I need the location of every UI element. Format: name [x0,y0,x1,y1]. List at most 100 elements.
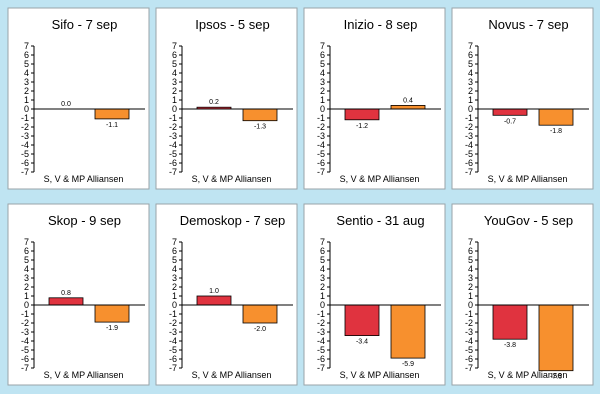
y-tick-label: -3 [317,131,325,141]
y-tick-label: 3 [320,77,325,87]
x-category-label: S, V & MP Alliansen [340,174,420,184]
y-tick-label: 6 [320,246,325,256]
y-tick-label: -3 [169,131,177,141]
y-tick-label: -2 [169,318,177,328]
y-tick-label: 4 [172,264,177,274]
y-tick-label: 6 [24,246,29,256]
chart-title: Skop - 9 sep [48,213,121,228]
y-tick-label: -1 [317,113,325,123]
y-tick-label: 1 [468,95,473,105]
y-tick-label: 5 [468,255,473,265]
y-tick-label: -1 [465,309,473,319]
bar-value-label: -1.2 [356,123,368,130]
y-tick-label: 0 [172,300,177,310]
y-tick-label: 3 [468,273,473,283]
y-tick-label: 5 [24,59,29,69]
y-tick-label: -2 [169,122,177,132]
y-tick-label: -4 [21,140,29,150]
y-tick-label: 6 [172,50,177,60]
y-tick-label: -2 [465,318,473,328]
y-tick-label: 0 [172,104,177,114]
y-tick-label: -7 [465,363,473,373]
bar-alliansen [94,304,130,323]
y-tick-label: 2 [24,282,29,292]
y-tick-label: 4 [468,68,473,78]
x-category-label: S, V & MP Alliansen [44,370,124,380]
bar-value-label: 0.8 [61,290,71,297]
y-tick-label: -3 [21,327,29,337]
y-tick-label: 1 [172,291,177,301]
y-tick-label: 0 [320,300,325,310]
y-tick-label: -7 [169,167,177,177]
y-tick-label: 1 [172,95,177,105]
y-tick-label: -6 [465,158,473,168]
y-tick-label: -7 [465,167,473,177]
x-category-label: S, V & MP Alliansen [44,174,124,184]
bar-sv-mp [492,108,528,116]
y-tick-label: 2 [320,282,325,292]
bar-value-label: 0.4 [403,97,413,104]
y-tick-label: -5 [21,345,29,355]
chart-frame [155,7,298,190]
y-tick-label: -2 [21,122,29,132]
y-tick-label: 2 [172,86,177,96]
y-tick-label: -5 [465,345,473,355]
bar-alliansen [538,304,574,372]
bar-value-label: -1.1 [106,122,118,129]
y-tick-label: 5 [172,255,177,265]
bar-alliansen [94,108,130,120]
y-tick-label: 6 [24,50,29,60]
y-tick-label: -4 [169,140,177,150]
y-tick-label: -1 [317,309,325,319]
y-tick-label: -7 [317,363,325,373]
bar-value-label: -5.9 [402,361,414,368]
y-tick-label: -6 [169,354,177,364]
y-tick-label: 7 [320,41,325,51]
y-tick-label: 3 [172,77,177,87]
bar-value-label: -3.4 [356,339,368,346]
bar-sv-mp [196,295,232,306]
y-tick-label: -5 [317,345,325,355]
bar-alliansen [390,304,426,359]
y-tick-label: 4 [320,264,325,274]
y-tick-label: -4 [465,140,473,150]
bar-value-label: -3.8 [504,342,516,349]
y-tick-label: -3 [465,131,473,141]
chart-frame [451,7,594,190]
y-tick-label: 4 [320,68,325,78]
x-category-label: S, V & MP Alliansen [488,370,568,380]
y-tick-label: -7 [21,363,29,373]
y-tick-label: -7 [21,167,29,177]
y-tick-label: -5 [21,149,29,159]
y-tick-label: 6 [172,246,177,256]
y-tick-label: 5 [24,255,29,265]
y-tick-label: 2 [468,282,473,292]
y-tick-label: -4 [21,336,29,346]
x-category-label: S, V & MP Alliansen [192,174,272,184]
bar-sv-mp [344,108,380,121]
y-tick-label: -3 [169,327,177,337]
y-tick-label: -6 [317,158,325,168]
y-tick-label: -2 [317,122,325,132]
bar-value-label: -1.9 [106,325,118,332]
chart-title: YouGov - 5 sep [484,213,573,228]
y-tick-label: 7 [172,237,177,247]
y-tick-label: 2 [468,86,473,96]
y-tick-label: -5 [465,149,473,159]
y-tick-label: 7 [24,41,29,51]
bar-alliansen [390,105,426,110]
y-tick-label: -4 [169,336,177,346]
chart-title: Ipsos - 5 sep [195,17,269,32]
y-tick-label: -5 [317,149,325,159]
y-tick-label: 0 [24,104,29,114]
y-tick-label: 7 [24,237,29,247]
y-tick-label: 3 [320,273,325,283]
y-tick-label: 7 [320,237,325,247]
bar-value-label: -1.3 [254,124,266,131]
y-tick-label: 0 [468,104,473,114]
x-category-label: S, V & MP Alliansen [192,370,272,380]
